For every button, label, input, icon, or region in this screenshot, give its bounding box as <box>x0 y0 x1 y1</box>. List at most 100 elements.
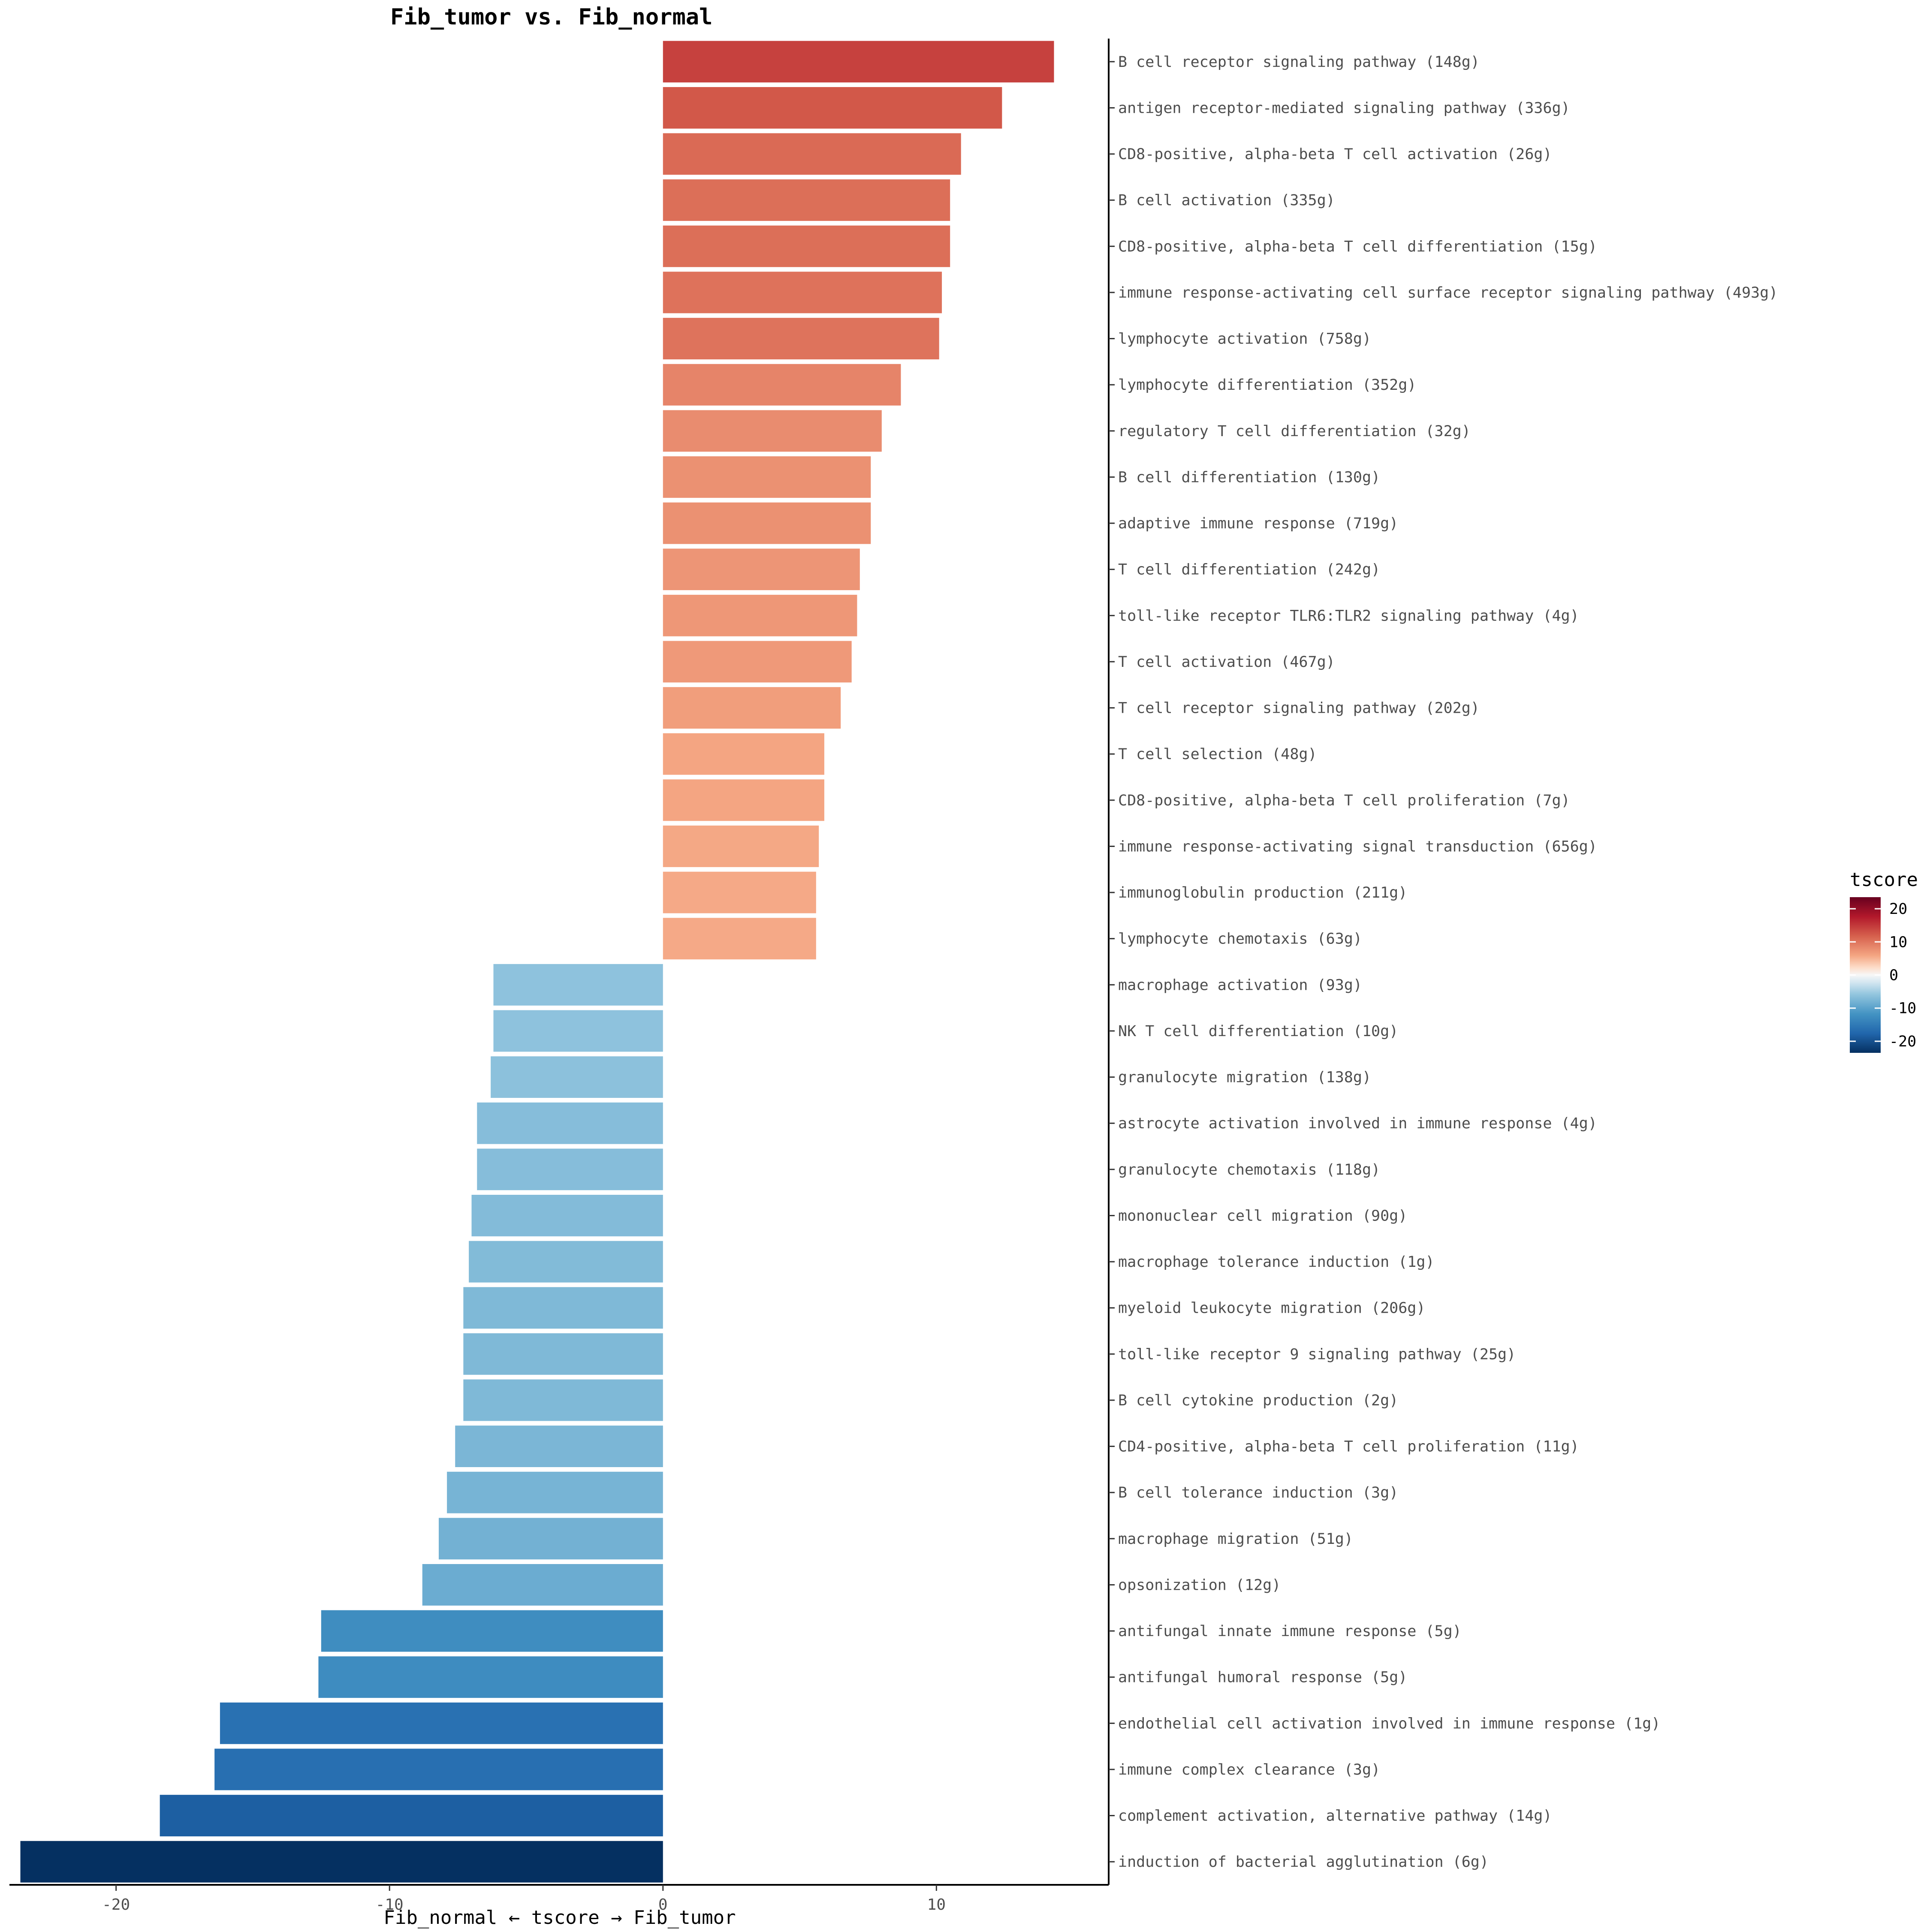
category-label: endothelial cell activation involved in … <box>1118 1715 1660 1732</box>
bar <box>663 41 1054 83</box>
category-label: granulocyte migration (138g) <box>1118 1069 1371 1086</box>
category-label: NK T cell differentiation (10g) <box>1118 1023 1398 1040</box>
x-tick-label: -10 <box>376 1896 404 1914</box>
legend-tick-label: -20 <box>1889 1033 1916 1050</box>
bar <box>455 1426 663 1467</box>
category-label: CD8-positive, alpha-beta T cell prolifer… <box>1118 792 1570 809</box>
bar <box>20 1841 663 1883</box>
category-label: macrophage migration (51g) <box>1118 1531 1353 1548</box>
x-axis-title: Fib_normal ← tscore → Fib_tumor <box>383 1907 736 1929</box>
bar <box>469 1241 663 1283</box>
bar <box>663 133 961 175</box>
category-label: immune response-activating cell surface … <box>1118 284 1778 301</box>
legend-tick-label: 20 <box>1889 901 1907 918</box>
category-label: opsonization (12g) <box>1118 1576 1281 1594</box>
category-label: antigen receptor-mediated signaling path… <box>1118 99 1570 117</box>
category-label: immunoglobulin production (211g) <box>1118 884 1407 901</box>
bar <box>477 1102 663 1144</box>
category-label: CD4-positive, alpha-beta T cell prolifer… <box>1118 1438 1579 1456</box>
legend-ticks: 20 10 0 -10 -20 <box>1850 901 1916 1050</box>
bar <box>663 918 816 960</box>
category-label: lymphocyte differentiation (352g) <box>1118 377 1416 394</box>
bar <box>491 1056 663 1098</box>
bar <box>471 1195 663 1236</box>
category-label: B cell cytokine production (2g) <box>1118 1392 1398 1409</box>
color-legend: tscore 20 10 0 -10 -20 <box>1850 869 1918 1053</box>
category-label: macrophage activation (93g) <box>1118 977 1362 994</box>
bar <box>663 225 950 267</box>
category-label: T cell activation (467g) <box>1118 654 1335 671</box>
category-label: mononuclear cell migration (90g) <box>1118 1207 1407 1224</box>
bar <box>447 1471 663 1513</box>
category-label: lymphocyte chemotaxis (63g) <box>1118 931 1362 948</box>
category-label: T cell selection (48g) <box>1118 746 1317 763</box>
bar <box>663 271 942 313</box>
category-label: B cell tolerance induction (3g) <box>1118 1484 1398 1501</box>
category-label: toll-like receptor 9 signaling pathway (… <box>1118 1346 1516 1363</box>
bar <box>463 1287 663 1329</box>
bar <box>422 1564 663 1606</box>
category-label: myeloid leukocyte migration (206g) <box>1118 1300 1425 1317</box>
category-label: immune response-activating signal transd… <box>1118 838 1597 855</box>
bar <box>663 549 860 591</box>
bar <box>663 779 824 821</box>
bar <box>663 364 901 406</box>
bar <box>220 1702 663 1744</box>
bar <box>663 318 939 359</box>
x-ticks-layer: -20 -10 0 10 <box>102 1885 946 1914</box>
bar <box>493 1010 663 1052</box>
bar <box>663 733 824 775</box>
bar <box>160 1795 663 1836</box>
category-label: B cell differentiation (130g) <box>1118 469 1380 486</box>
category-label: adaptive immune response (719g) <box>1118 515 1398 532</box>
category-label: induction of bacterial agglutination (6g… <box>1118 1854 1489 1871</box>
legend-tick-label: 0 <box>1889 967 1898 984</box>
x-tick-label: 0 <box>658 1896 668 1914</box>
bar <box>663 502 871 544</box>
legend-tick-label: -10 <box>1889 1000 1916 1017</box>
category-label: lymphocyte activation (758g) <box>1118 331 1371 348</box>
category-label: macrophage tolerance induction (1g) <box>1118 1254 1435 1271</box>
category-label: immune complex clearance (3g) <box>1118 1761 1380 1778</box>
bar <box>463 1379 663 1421</box>
category-label: astrocyte activation involved in immune … <box>1118 1115 1597 1132</box>
bar <box>493 964 663 1006</box>
legend-tick-label: 10 <box>1889 934 1907 951</box>
category-label: antifungal humoral response (5g) <box>1118 1669 1407 1686</box>
chart-title: Fib_tumor vs. Fib_normal <box>390 4 712 30</box>
bar <box>477 1148 663 1191</box>
bar <box>321 1610 663 1652</box>
bar <box>663 641 852 683</box>
category-label: complement activation, alternative pathw… <box>1118 1808 1552 1825</box>
category-label: CD8-positive, alpha-beta T cell activati… <box>1118 146 1552 163</box>
category-label: B cell receptor signaling pathway (148g) <box>1118 54 1480 71</box>
category-label: antifungal innate immune response (5g) <box>1118 1623 1462 1640</box>
bar <box>663 826 819 867</box>
bar <box>438 1518 663 1560</box>
category-label: CD8-positive, alpha-beta T cell differen… <box>1118 238 1597 255</box>
bar <box>463 1333 663 1375</box>
bar <box>663 87 1002 129</box>
legend-title: tscore <box>1850 869 1918 891</box>
bars-layer <box>20 41 1054 1883</box>
y-ticks-layer: B cell receptor signaling pathway (148g)… <box>1109 54 1778 1871</box>
bar <box>663 456 871 498</box>
bar <box>663 687 841 729</box>
bar <box>663 871 816 913</box>
bar <box>663 410 882 452</box>
category-label: T cell differentiation (242g) <box>1118 561 1380 579</box>
x-tick-label: 10 <box>927 1896 946 1914</box>
category-label: regulatory T cell differentiation (32g) <box>1118 423 1471 440</box>
bar <box>663 179 950 221</box>
bar <box>318 1656 663 1698</box>
x-tick-label: -20 <box>102 1896 130 1914</box>
bar <box>663 594 857 636</box>
category-label: toll-like receptor TLR6:TLR2 signaling p… <box>1118 607 1579 624</box>
category-label: T cell receptor signaling pathway (202g) <box>1118 700 1480 717</box>
category-label: granulocyte chemotaxis (118g) <box>1118 1161 1380 1178</box>
bar <box>214 1748 663 1790</box>
category-label: B cell activation (335g) <box>1118 192 1335 209</box>
